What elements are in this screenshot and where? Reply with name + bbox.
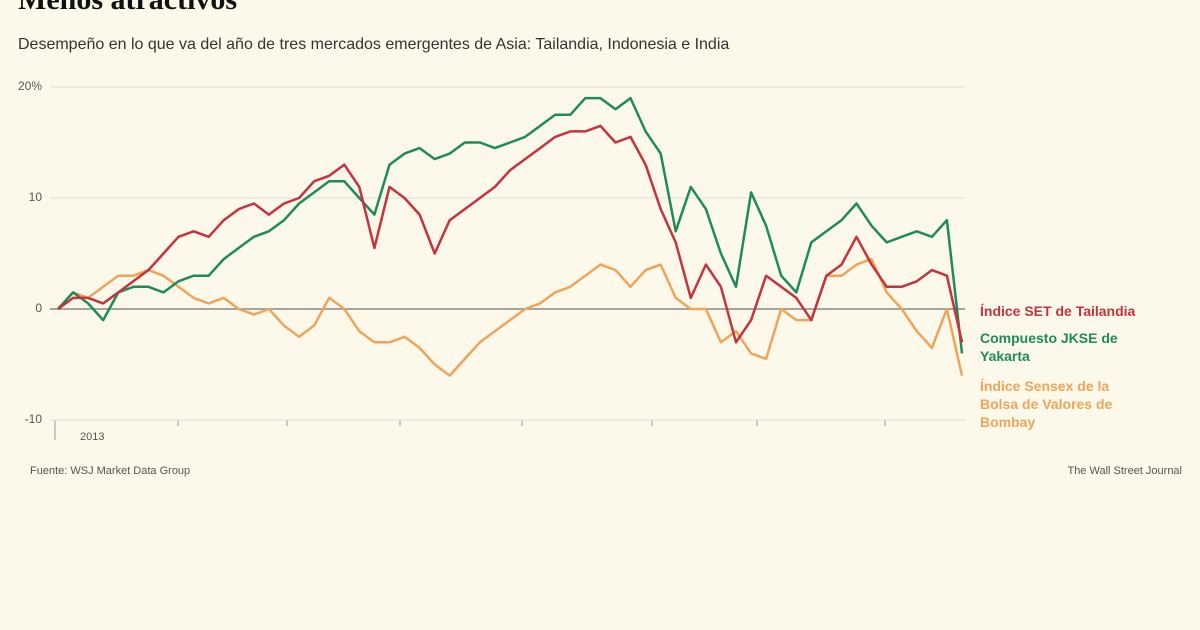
legend-entry: Compuesto JKSE de Yakarta xyxy=(980,330,1118,364)
series-line xyxy=(57,124,964,344)
y-tick-label: -10 xyxy=(25,412,43,426)
series-line xyxy=(57,96,964,354)
chart-title: Menos atractivos xyxy=(18,0,237,16)
legend-entry: Índice Sensex de la Bolsa de Valores de … xyxy=(980,378,1113,430)
legend-entry: Índice SET de Tailandia xyxy=(980,303,1136,319)
source: Fuente: WSJ Market Data Group xyxy=(30,465,190,477)
x-ticks xyxy=(54,420,886,440)
y-tick-label: 0 xyxy=(35,301,42,315)
x-axis-label: 2013 xyxy=(80,431,104,443)
credit: The Wall Street Journal xyxy=(1067,465,1182,477)
chart-subtitle: Desempeño en lo que va del año de tres m… xyxy=(18,36,729,53)
y-tick-label: 20% xyxy=(18,79,42,93)
y-tick-label: 10 xyxy=(29,190,43,204)
